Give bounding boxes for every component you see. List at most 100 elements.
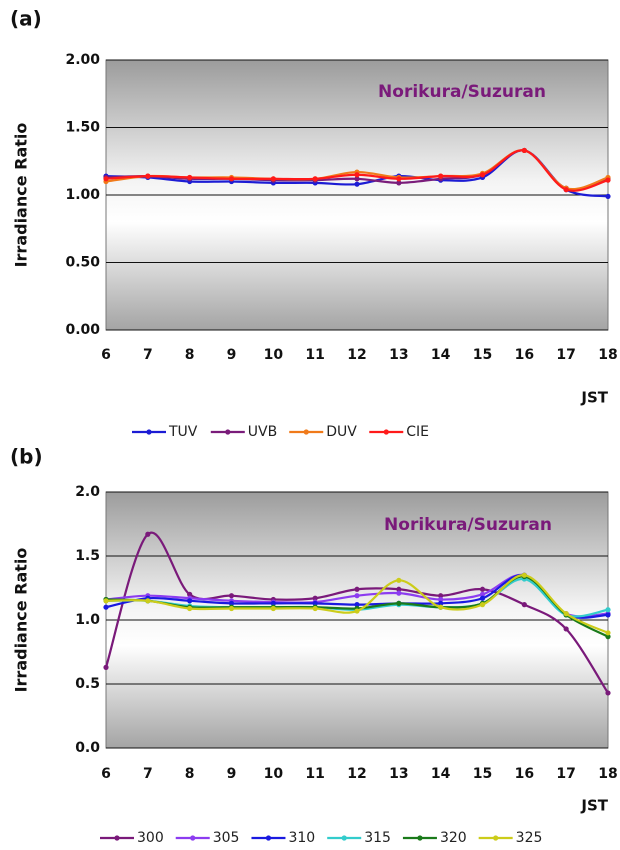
data-point <box>228 600 235 606</box>
data-point <box>605 177 611 183</box>
panel-label: (a) <box>10 7 42 31</box>
data-point <box>396 600 402 606</box>
data-point <box>396 586 402 592</box>
data-point <box>438 596 444 603</box>
y-tick-label: 1.0 <box>75 612 100 628</box>
data-point <box>605 607 611 613</box>
x-tick-label: 7 <box>143 766 153 782</box>
legend-marker <box>114 835 120 841</box>
legend-marker <box>225 429 231 435</box>
data-point <box>312 600 318 606</box>
data-point <box>563 626 569 632</box>
legend-label: 310 <box>288 830 315 846</box>
data-point <box>521 572 527 578</box>
legend-label: 325 <box>516 830 543 846</box>
data-point <box>479 586 486 592</box>
data-point <box>605 612 611 618</box>
x-axis-title: JST <box>580 797 608 815</box>
y-axis-title: Irradiance Ratio <box>12 548 31 693</box>
x-tick-label: 17 <box>556 766 575 782</box>
data-point <box>354 181 360 187</box>
data-point <box>479 172 486 178</box>
data-point <box>312 176 318 182</box>
x-tick-label: 8 <box>185 347 195 363</box>
legend-marker <box>493 835 499 841</box>
x-tick-label: 10 <box>264 347 284 363</box>
legend-label: UVB <box>248 424 277 440</box>
x-tick-label: 13 <box>389 347 408 363</box>
data-point <box>396 180 402 186</box>
x-tick-label: 9 <box>227 347 237 363</box>
x-tick-label: 14 <box>431 766 451 782</box>
x-tick-label: 6 <box>101 347 111 363</box>
data-point <box>354 586 360 592</box>
x-tick-label: 17 <box>556 347 575 363</box>
y-tick-label: 1.50 <box>65 120 100 136</box>
x-tick-label: 9 <box>227 766 237 782</box>
annotation: Norikura/Suzuran <box>384 515 552 535</box>
y-tick-label: 0.50 <box>65 255 100 271</box>
x-axis-title: JST <box>580 389 608 407</box>
panel-label: (b) <box>10 445 43 469</box>
data-point <box>479 595 486 601</box>
data-point <box>479 591 486 598</box>
data-point <box>605 690 611 696</box>
legend-label: TUV <box>168 424 198 440</box>
data-point <box>521 602 527 608</box>
data-point <box>187 598 193 604</box>
legend-label: 305 <box>213 830 240 846</box>
data-point <box>438 593 444 599</box>
data-point <box>605 630 611 636</box>
data-point <box>145 531 151 537</box>
y-tick-label: 0.5 <box>75 676 100 692</box>
y-tick-label: 2.0 <box>75 484 100 500</box>
data-point <box>438 604 444 610</box>
x-tick-label: 15 <box>473 347 492 363</box>
data-point <box>187 591 193 598</box>
x-tick-label: 11 <box>305 766 324 782</box>
data-point <box>187 174 193 181</box>
legend-marker <box>146 429 152 435</box>
y-tick-label: 1.5 <box>75 548 100 564</box>
legend-marker <box>303 429 309 435</box>
y-tick-label: 1.00 <box>65 187 100 203</box>
data-point <box>228 593 235 599</box>
data-point <box>103 176 109 182</box>
data-point <box>354 172 360 178</box>
data-point <box>354 176 360 182</box>
y-axis-title: Irradiance Ratio <box>12 123 31 268</box>
y-tick-label: 2.00 <box>65 52 100 68</box>
legend-label: CIE <box>406 424 429 440</box>
y-tick-label: 0.0 <box>75 740 100 756</box>
data-point <box>479 602 486 608</box>
legend-marker <box>265 835 272 841</box>
x-tick-label: 6 <box>101 766 111 782</box>
legend-marker <box>341 835 347 841</box>
data-point <box>354 608 360 614</box>
data-point <box>270 600 276 606</box>
data-point <box>396 590 402 596</box>
data-point <box>228 605 235 612</box>
data-point <box>438 173 444 179</box>
data-point <box>312 605 318 612</box>
data-point <box>145 173 151 179</box>
legend-label: DUV <box>326 424 357 440</box>
legend-marker <box>190 835 196 841</box>
data-point <box>270 605 276 612</box>
data-point <box>312 595 318 601</box>
x-tick-label: 12 <box>347 347 366 363</box>
data-point <box>563 611 569 617</box>
data-point <box>354 593 360 599</box>
x-tick-label: 18 <box>598 766 617 782</box>
legend-label: 320 <box>440 830 467 846</box>
x-tick-label: 13 <box>389 766 408 782</box>
data-point <box>563 187 569 193</box>
x-tick-label: 7 <box>143 347 153 363</box>
legend-marker <box>417 835 423 841</box>
data-point <box>270 176 276 182</box>
x-tick-label: 15 <box>473 766 492 782</box>
data-point <box>605 193 611 199</box>
x-tick-label: 12 <box>347 766 366 782</box>
annotation: Norikura/Suzuran <box>378 82 546 102</box>
